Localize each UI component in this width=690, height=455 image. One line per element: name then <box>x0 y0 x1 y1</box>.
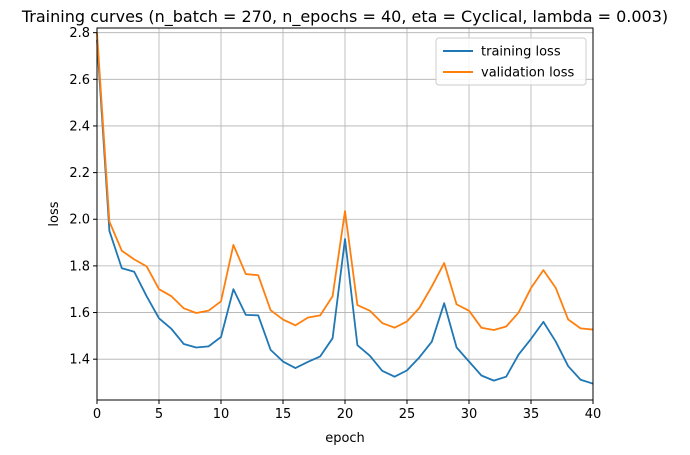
y-tick-label: 1.6 <box>69 306 90 321</box>
y-tick-label: 2.2 <box>69 166 90 181</box>
y-tick-label: 2.4 <box>69 119 90 134</box>
series-line-training-loss <box>96 39 594 385</box>
y-tick-label: 2.6 <box>69 73 90 88</box>
y-axis-label: loss <box>47 201 62 226</box>
legend: training loss validation loss <box>435 37 587 86</box>
x-tick-label: 40 <box>585 407 602 422</box>
series-lines <box>96 32 594 385</box>
x-tick-label: 30 <box>461 407 478 422</box>
y-tick-label: 1.4 <box>69 353 90 368</box>
x-tick-label: 10 <box>213 407 230 422</box>
legend-box <box>435 37 587 86</box>
x-tick-label: 35 <box>523 407 540 422</box>
y-tick-label: 2.0 <box>69 213 90 228</box>
x-tick-label: 15 <box>275 407 292 422</box>
x-tick-label: 25 <box>399 407 416 422</box>
x-axis-label: epoch <box>325 431 365 446</box>
series-line-validation-loss <box>96 32 594 331</box>
y-tick-label: 2.8 <box>69 26 90 41</box>
legend-label-validation-loss: validation loss <box>481 66 574 81</box>
y-axis-ticks: 1.4 1.6 1.8 2.0 2.2 2.4 2.6 2.8 <box>69 26 97 368</box>
x-tick-label: 20 <box>337 407 354 422</box>
legend-label-training-loss: training loss <box>481 45 561 60</box>
x-tick-label: 5 <box>155 407 163 422</box>
chart-title: Training curves (n_batch = 270, n_epochs… <box>21 7 668 27</box>
x-tick-label: 0 <box>93 407 101 422</box>
y-tick-label: 1.8 <box>69 259 90 274</box>
x-axis-ticks: 0 5 10 15 20 25 30 35 40 <box>93 400 601 422</box>
